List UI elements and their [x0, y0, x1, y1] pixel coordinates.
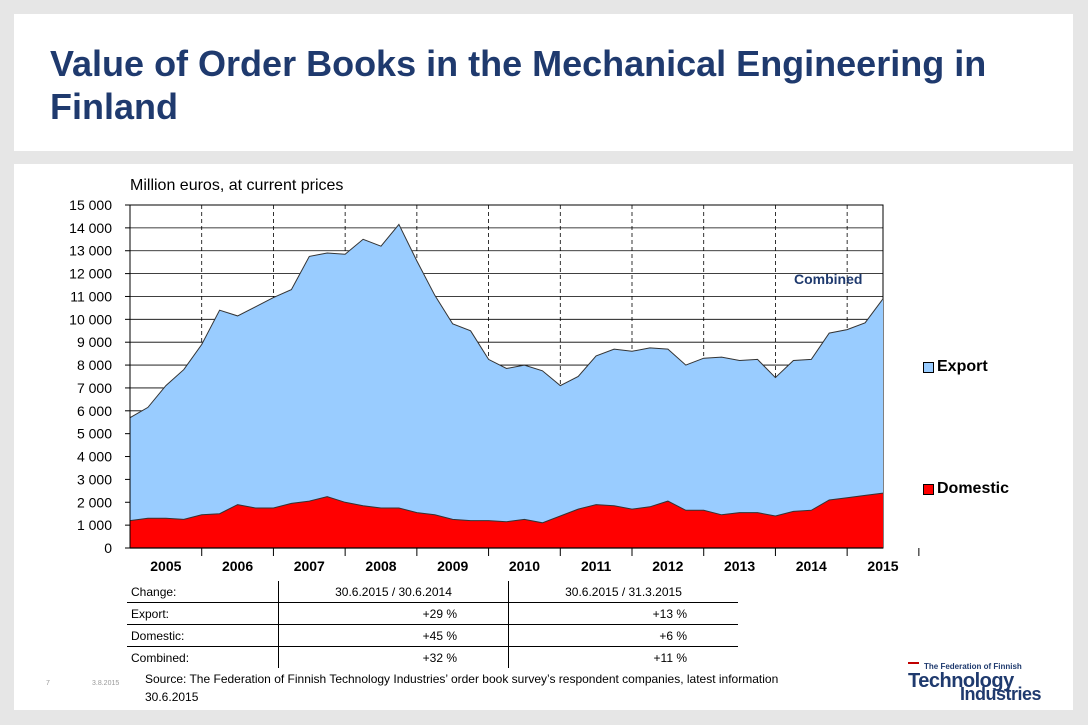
y-tick-label: 6 000 — [77, 403, 112, 419]
y-tick-label: 14 000 — [69, 220, 112, 236]
legend-swatch-domestic — [923, 484, 934, 495]
legend-label-domestic: Domestic — [937, 480, 1010, 497]
table-cell: +29 % — [278, 602, 509, 625]
combined-line — [129, 223, 884, 419]
y-tick-label: 1 000 — [77, 517, 112, 533]
source-note: Source: The Federation of Finnish Techno… — [145, 672, 779, 704]
y-tick-label: 12 000 — [69, 266, 112, 282]
x-tick-label: 2008 — [365, 558, 396, 574]
x-tick-label: 2012 — [652, 558, 683, 574]
y-tick-label: 0 — [104, 540, 112, 556]
table-header-row: Change: 30.6.2015 / 30.6.2014 30.6.2015 … — [127, 581, 738, 603]
table-cell: +45 % — [278, 624, 509, 647]
slide-date: 3.8.2015 — [92, 680, 120, 687]
chart-axes — [125, 204, 920, 556]
domestic-line — [129, 492, 884, 524]
table-cell: +13 % — [508, 602, 738, 625]
x-tick-label: 2007 — [294, 558, 325, 574]
x-tick-label: 2013 — [724, 558, 755, 574]
x-tick-label: 2010 — [509, 558, 540, 574]
table-row: Export: +29 % +13 % — [127, 602, 738, 625]
legend-label-export: Export — [937, 358, 988, 375]
y-tick-label: 3 000 — [77, 471, 112, 487]
x-tick-label: 2005 — [150, 558, 181, 574]
y-tick-label: 10 000 — [69, 311, 112, 327]
change-table: Change: 30.6.2015 / 30.6.2014 30.6.2015 … — [127, 581, 738, 668]
y-tick-label: 8 000 — [77, 357, 112, 373]
y-tick-label: 4 000 — [77, 449, 112, 465]
y-tick-label: 5 000 — [77, 426, 112, 442]
y-tick-label: 9 000 — [77, 334, 112, 350]
y-axis-title: Million euros, at current prices — [130, 177, 344, 194]
combined-annotation: Combined — [794, 271, 862, 287]
x-tick-labels: 2005 2006 2007 2008 2009 2010 2011 2012 2013 2014… — [150, 558, 899, 574]
logo-line-1: The Federation of Finnish — [924, 662, 1022, 671]
legend-swatch-export — [923, 362, 934, 373]
logo-accent-bar — [908, 662, 919, 664]
table-row: Domestic: +45 % +6 % — [127, 624, 738, 647]
table-header-cell: 30.6.2015 / 31.3.2015 — [508, 581, 738, 603]
slide-title: Value of Order Books in the Mechanical E… — [50, 43, 987, 127]
logo-line-2: Technology — [908, 670, 1014, 692]
y-tick-label: 11 000 — [70, 288, 112, 304]
y-tick-labels: 0 1 000 2 000 3 000 4 000 5 000 6 000 7 000 8 00… — [69, 197, 112, 556]
title-panel — [14, 14, 1073, 151]
table-header-cell: Change: — [127, 581, 279, 603]
x-tick-label: 2015 — [867, 558, 898, 574]
chart-areas — [129, 223, 884, 548]
y-tick-label: 2 000 — [77, 494, 112, 510]
x-tick-label: 2009 — [437, 558, 468, 574]
table-cell: +32 % — [278, 646, 509, 668]
y-tick-label: 7 000 — [77, 380, 112, 396]
logo-line-3: Industries — [960, 684, 1042, 704]
y-tick-label: 15 000 — [69, 197, 112, 213]
slide-number: 7 — [46, 680, 50, 687]
table-cell: Export: — [127, 602, 279, 625]
table-header-cell: 30.6.2015 / 30.6.2014 — [278, 581, 509, 603]
export-area — [130, 224, 883, 523]
table-row: Combined: +32 % +11 % — [127, 646, 738, 668]
table-cell: Combined: — [131, 650, 190, 665]
table-cell: +6 % — [508, 624, 738, 647]
table-cell: +11 % — [508, 646, 738, 668]
domestic-area — [130, 493, 883, 548]
x-tick-label: 2006 — [222, 558, 253, 574]
y-tick-label: 13 000 — [69, 243, 112, 259]
table-cell: Domestic: — [127, 624, 279, 647]
x-tick-label: 2011 — [581, 558, 612, 574]
x-tick-label: 2014 — [796, 558, 827, 574]
federation-logo: The Federation of Finnish Technology Ind… — [908, 662, 1048, 704]
